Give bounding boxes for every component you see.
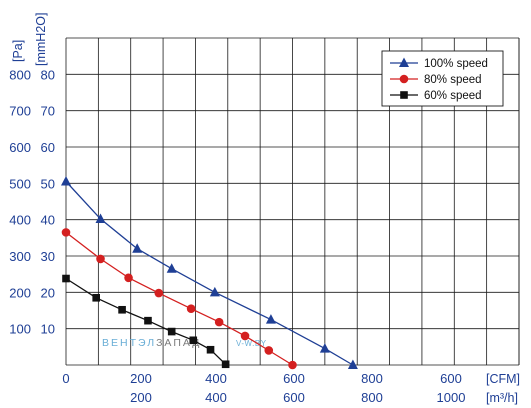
data-point	[118, 305, 126, 314]
x-tick-label-cfm: 200	[130, 371, 152, 386]
data-point	[189, 336, 198, 345]
y-tick-label-pa: 500	[9, 176, 31, 191]
data-point	[167, 327, 176, 336]
x-tick-label-cfm: 600	[440, 371, 462, 386]
y-unit-pa: [Pa]	[11, 40, 25, 62]
watermark: ВЕНТЭЛЗАПАД V-W.BY	[102, 337, 267, 349]
y-tick-label-pa: 200	[9, 285, 31, 300]
series-line	[65, 181, 354, 366]
series-1	[61, 176, 358, 369]
x-unit-cfm: [CFM]	[486, 372, 520, 386]
x-tick-label-m3h: 600	[283, 390, 305, 405]
svg-text:ВЕНТЭЛЗАПАД: ВЕНТЭЛЗАПАД	[102, 337, 201, 349]
y-tick-label-pa: 400	[9, 213, 31, 228]
data-point	[96, 254, 105, 264]
y-tick-label-mmh2o: 10	[41, 322, 55, 337]
x-tick-label-cfm: 0	[62, 371, 69, 386]
watermark-brand-b: ЗАПАД	[156, 337, 201, 349]
y-tick-label-mmh2o: 60	[41, 140, 55, 155]
series-layer	[61, 176, 358, 370]
y-tick-label-pa: 100	[9, 322, 31, 337]
data-point	[186, 304, 196, 313]
data-point	[288, 360, 297, 370]
y-axis-ticks: 100 10 200 20 300 30 400 40 500 50 600 60 700 70 800 80	[9, 67, 55, 336]
y-tick-label-pa: 700	[9, 104, 31, 119]
y-tick-label-mmh2o: 40	[41, 213, 55, 228]
x-tick-label-m3h: 200	[130, 390, 152, 405]
legend-marker	[399, 57, 409, 67]
y-tick-label-mmh2o: 50	[41, 176, 55, 191]
data-point	[206, 345, 215, 354]
y-tick-label-pa: 800	[9, 67, 31, 82]
legend-marker	[399, 74, 409, 84]
data-point	[265, 314, 276, 324]
y-tick-label-mmh2o: 30	[41, 249, 55, 264]
y-tick-label-pa: 600	[9, 140, 31, 155]
x-tick-label-cfm: 800	[361, 371, 383, 386]
data-point	[132, 243, 143, 253]
legend-label: 80% speed	[424, 74, 482, 86]
x-tick-label-cfm: 600	[283, 371, 305, 386]
data-point	[144, 316, 152, 325]
data-point	[319, 343, 330, 353]
y-tick-label-pa: 300	[9, 249, 31, 264]
data-point	[214, 317, 224, 327]
x-tick-label-m3h: 800	[361, 390, 383, 405]
data-point	[92, 293, 100, 302]
series-3	[62, 274, 230, 369]
legend-label: 100% speed	[424, 58, 488, 70]
data-point	[166, 263, 177, 273]
x-tick-label-m3h: 400	[205, 390, 227, 405]
x-unit-m3h: [m³/h]	[486, 391, 518, 405]
grid	[65, 37, 520, 366]
data-point	[61, 228, 71, 237]
data-point	[240, 331, 250, 341]
data-point	[61, 176, 71, 186]
y-unit-mmh2o: [mmH2O]	[34, 13, 48, 66]
y-tick-label-mmh2o: 80	[41, 67, 55, 82]
data-point	[347, 359, 358, 369]
legend: 100% speed 80% speed 60% speed	[381, 50, 504, 107]
y-tick-label-mmh2o: 70	[41, 104, 55, 119]
watermark-brand-a: ВЕНТЭЛ	[102, 337, 156, 349]
data-point	[95, 213, 106, 223]
series-2	[61, 228, 297, 370]
data-point	[124, 273, 133, 283]
data-point	[221, 360, 230, 369]
y-tick-label-mmh2o: 20	[41, 285, 55, 300]
data-point	[264, 346, 274, 355]
data-point	[209, 286, 220, 297]
x-tick-label-m3h: 1000	[437, 390, 466, 405]
watermark-site: V-W.BY	[236, 339, 267, 348]
legend-label: 60% speed	[424, 90, 482, 102]
data-point	[154, 288, 164, 298]
data-point	[62, 274, 70, 283]
legend-marker	[400, 91, 408, 99]
x-tick-label-cfm: 400	[205, 371, 227, 386]
x-axis-ticks: 0 200 400 600 800 600 200 400 600 800 1000	[62, 371, 465, 405]
